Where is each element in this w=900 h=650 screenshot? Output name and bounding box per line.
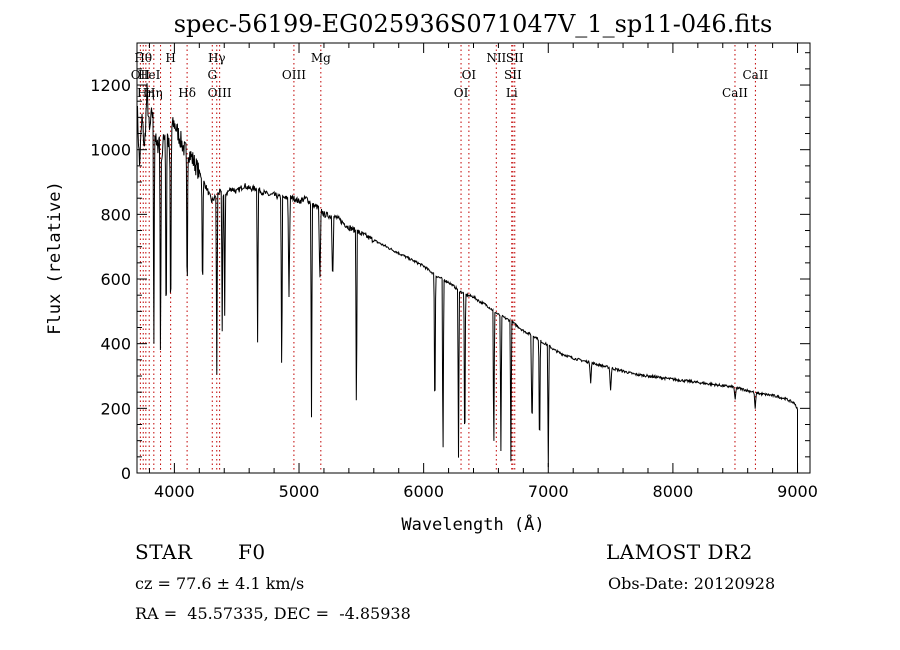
chart-title: spec-56199-EG025936S071047V_1_sp11-046.f… — [174, 10, 773, 38]
reference-line-label: Hη — [137, 86, 155, 100]
y-tick-label: 600 — [100, 270, 131, 289]
y-tick-label: 800 — [100, 205, 131, 224]
y-axis-label: Flux (relative) — [45, 181, 65, 335]
reference-line-label: OII — [131, 68, 151, 82]
y-tick-label: 1000 — [90, 141, 131, 160]
reference-line-label: OIII — [208, 86, 232, 100]
reference-line-label: Hθ — [134, 51, 152, 65]
reference-line-label: G — [207, 68, 217, 82]
reference-line-label: NII — [486, 51, 506, 65]
reference-line-label: Mg — [311, 51, 331, 65]
spectrum-line — [136, 83, 798, 473]
x-axis-label: Wavelength (Å) — [401, 513, 544, 535]
obs-date: Obs-Date: 20120928 — [608, 574, 776, 593]
y-axis-ticks: 0 200 400 600 800 1000 1200 — [90, 52, 810, 483]
reference-line-label: HeI — [138, 68, 161, 82]
x-tick-label: 7000 — [528, 482, 569, 501]
reference-lines — [139, 45, 756, 473]
x-tick-label: 9000 — [777, 482, 818, 501]
reference-line-label: CaII — [742, 68, 768, 82]
reference-line-label: Hδ — [178, 86, 196, 100]
reference-line-labels: OII Hθ Hη HeI Hη H Hδ G Hγ OIII OIII Mg OI OI NII Li SII… — [131, 51, 769, 100]
x-axis-ticks: 4000 5000 6000 7000 8000 9000 — [148, 43, 818, 501]
y-tick-label: 400 — [100, 335, 131, 354]
reference-line-label: OI — [454, 86, 469, 100]
reference-line-label: CaII — [722, 86, 748, 100]
plot-frame — [136, 42, 811, 474]
reference-line-label: Hγ — [208, 51, 226, 65]
y-tick-label: 0 — [121, 464, 131, 483]
redshift-value: cz = 77.6 ± 4.1 km/s — [135, 574, 305, 593]
reference-line-label: Li — [506, 86, 518, 100]
x-tick-label: 5000 — [279, 482, 320, 501]
subclass: F0 — [238, 540, 266, 564]
survey-name: LAMOST DR2 — [606, 540, 753, 564]
coordinates: RA = 45.57335, DEC = -4.85938 — [135, 604, 411, 623]
x-tick-label: 4000 — [154, 482, 195, 501]
object-class: STAR — [135, 540, 193, 564]
reference-line-label: H — [165, 51, 175, 65]
reference-line-label: OI — [462, 68, 477, 82]
x-tick-label: 6000 — [403, 482, 444, 501]
reference-line-label: Hη — [145, 86, 163, 100]
reference-line-label: SII — [504, 68, 522, 82]
reference-line-label: SII — [506, 51, 524, 65]
x-tick-label: 8000 — [653, 482, 694, 501]
y-tick-label: 1200 — [90, 76, 131, 95]
y-tick-label: 200 — [100, 399, 131, 418]
reference-line-label: OIII — [282, 68, 306, 82]
